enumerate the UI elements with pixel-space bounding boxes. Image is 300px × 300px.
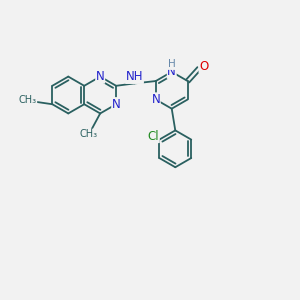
Text: N: N	[112, 98, 121, 111]
Text: N: N	[152, 93, 160, 106]
Text: H: H	[168, 59, 176, 69]
Text: N: N	[167, 65, 176, 78]
Text: CH₃: CH₃	[79, 129, 98, 139]
Text: NH: NH	[126, 70, 143, 83]
Text: CH₃: CH₃	[19, 95, 37, 105]
Text: Cl: Cl	[148, 130, 159, 142]
Text: O: O	[199, 60, 208, 73]
Text: N: N	[96, 70, 105, 83]
